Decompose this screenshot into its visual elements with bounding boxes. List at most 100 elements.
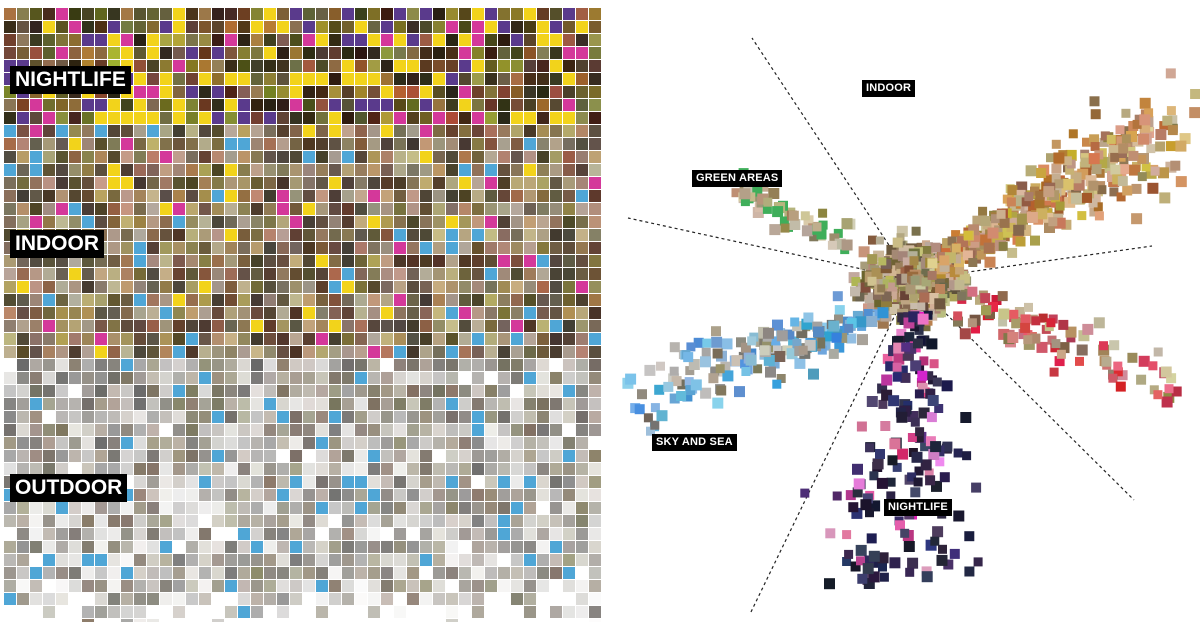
- mosaic-thumbnail: [30, 463, 42, 475]
- mosaic-thumbnail: [329, 359, 341, 371]
- mosaic-thumbnail: [251, 333, 263, 345]
- mosaic-thumbnail: [17, 112, 29, 124]
- mosaic-thumbnail: [212, 177, 224, 189]
- mosaic-thumbnail: [459, 242, 471, 254]
- mosaic-thumbnail: [589, 463, 601, 475]
- mosaic-thumbnail: [173, 528, 185, 540]
- mosaic-thumbnail: [277, 307, 289, 319]
- mosaic-thumbnail: [30, 307, 42, 319]
- mosaic-thumbnail: [251, 411, 263, 423]
- scatter-thumbnail: [914, 389, 924, 399]
- mosaic-thumbnail: [342, 307, 354, 319]
- mosaic-thumbnail: [459, 177, 471, 189]
- mosaic-thumbnail: [589, 8, 601, 20]
- scatter-thumbnail: [1061, 219, 1072, 230]
- mosaic-thumbnail: [303, 437, 315, 449]
- scatter-thumbnail: [1014, 307, 1025, 317]
- mosaic-thumbnail: [238, 8, 250, 20]
- mosaic-thumbnail: [134, 515, 146, 527]
- mosaic-thumbnail: [563, 528, 575, 540]
- mosaic-thumbnail: [30, 593, 42, 605]
- mosaic-thumbnail: [134, 463, 146, 475]
- scatter-thumbnail: [763, 327, 774, 339]
- mosaic-thumbnail: [576, 450, 588, 462]
- mosaic-thumbnail: [43, 138, 55, 150]
- mosaic-thumbnail: [43, 450, 55, 462]
- scatter-thumbnail: [796, 327, 808, 339]
- mosaic-thumbnail: [420, 73, 432, 85]
- scatter-thumbnail: [871, 558, 881, 568]
- mosaic-thumbnail: [108, 8, 120, 20]
- mosaic-thumbnail: [95, 346, 107, 358]
- mosaic-thumbnail: [225, 229, 237, 241]
- scatter-thumbnail: [887, 289, 898, 300]
- scatter-thumbnail: [1089, 134, 1100, 145]
- scatter-thumbnail: [957, 236, 968, 248]
- scatter-thumbnail: [1030, 186, 1039, 196]
- mosaic-thumbnail: [225, 99, 237, 111]
- scatter-thumbnail: [902, 349, 914, 361]
- mosaic-thumbnail: [30, 281, 42, 293]
- mosaic-thumbnail: [459, 86, 471, 98]
- mosaic-thumbnail: [95, 437, 107, 449]
- mosaic-thumbnail: [251, 47, 263, 59]
- mosaic-thumbnail: [459, 60, 471, 72]
- mosaic-thumbnail: [420, 541, 432, 553]
- scatter-thumbnail: [1024, 192, 1034, 202]
- scatter-thumbnail: [872, 458, 884, 470]
- mosaic-thumbnail: [576, 541, 588, 553]
- mosaic-thumbnail: [43, 164, 55, 176]
- mosaic-thumbnail: [589, 177, 601, 189]
- mosaic-thumbnail: [537, 229, 549, 241]
- mosaic-thumbnail: [108, 177, 120, 189]
- mosaic-thumbnail: [95, 307, 107, 319]
- mosaic-thumbnail: [589, 619, 601, 622]
- mosaic-thumbnail: [355, 229, 367, 241]
- mosaic-thumbnail: [420, 333, 432, 345]
- scatter-thumbnail: [910, 360, 922, 372]
- mosaic-thumbnail: [264, 437, 276, 449]
- scatter-thumbnail: [858, 246, 870, 258]
- mosaic-thumbnail: [381, 307, 393, 319]
- mosaic-thumbnail: [537, 398, 549, 410]
- mosaic-thumbnail: [550, 502, 562, 514]
- mosaic-thumbnail: [264, 528, 276, 540]
- mosaic-thumbnail: [563, 580, 575, 592]
- mosaic-thumbnail: [82, 294, 94, 306]
- mosaic-thumbnail: [212, 73, 224, 85]
- mosaic-thumbnail: [238, 359, 250, 371]
- scatter-thumbnail: [1058, 342, 1070, 354]
- mosaic-thumbnail: [199, 580, 211, 592]
- mosaic-thumbnail: [550, 372, 562, 384]
- scatter-thumbnail: [1175, 140, 1187, 152]
- mosaic-thumbnail: [420, 34, 432, 46]
- mosaic-thumbnail: [251, 164, 263, 176]
- mosaic-thumbnail: [381, 73, 393, 85]
- mosaic-thumbnail: [407, 177, 419, 189]
- mosaic-thumbnail: [524, 203, 536, 215]
- scatter-thumbnail: [886, 244, 897, 255]
- mosaic-thumbnail: [433, 86, 445, 98]
- scatter-thumbnail: [926, 263, 937, 275]
- mosaic-thumbnail: [108, 34, 120, 46]
- mosaic-thumbnail: [251, 359, 263, 371]
- mosaic-thumbnail: [524, 411, 536, 423]
- mosaic-thumbnail: [459, 515, 471, 527]
- mosaic-thumbnail: [121, 99, 133, 111]
- mosaic-thumbnail: [446, 372, 458, 384]
- scatter-thumbnail: [947, 236, 957, 246]
- mosaic-thumbnail: [563, 541, 575, 553]
- mosaic-thumbnail: [238, 177, 250, 189]
- mosaic-thumbnail: [121, 346, 133, 358]
- mosaic-thumbnail: [69, 112, 81, 124]
- mosaic-thumbnail: [355, 476, 367, 488]
- mosaic-thumbnail: [446, 151, 458, 163]
- mosaic-thumbnail: [277, 489, 289, 501]
- mosaic-thumbnail: [108, 21, 120, 33]
- mosaic-thumbnail: [290, 21, 302, 33]
- mosaic-thumbnail: [186, 333, 198, 345]
- mosaic-thumbnail: [225, 463, 237, 475]
- mosaic-thumbnail: [576, 528, 588, 540]
- mosaic-thumbnail: [121, 255, 133, 267]
- mosaic-thumbnail: [433, 554, 445, 566]
